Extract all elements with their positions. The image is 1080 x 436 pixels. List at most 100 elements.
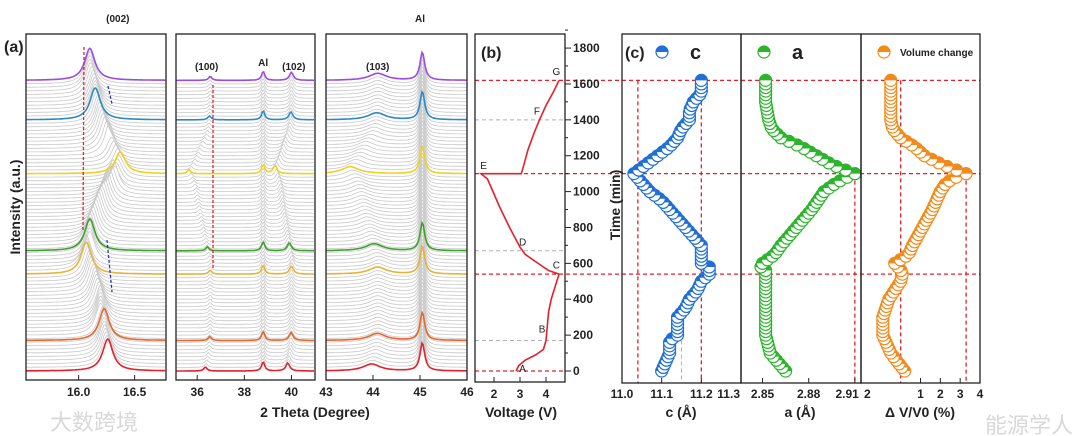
xrd-gray-trace bbox=[176, 279, 314, 289]
xrd-gray-trace bbox=[26, 266, 166, 300]
xrd-x-tick-label: 45 bbox=[413, 385, 427, 399]
xrd-gray-trace bbox=[326, 108, 467, 138]
xrd-gray-trace bbox=[326, 216, 467, 246]
time-tick-label: 1800 bbox=[573, 41, 600, 55]
xrd-gray-trace bbox=[326, 205, 467, 235]
xrd-gray-trace bbox=[176, 117, 314, 128]
xrd-gray-trace bbox=[26, 101, 166, 135]
xrd-gray-trace bbox=[26, 173, 166, 207]
xrd-gray-trace bbox=[176, 318, 314, 329]
xrd-gray-trace bbox=[176, 149, 314, 160]
xrd-gray-trace bbox=[176, 354, 314, 365]
xrd-gray-trace bbox=[326, 284, 467, 314]
xrd-highlight-trace bbox=[26, 87, 166, 121]
xrd-gray-trace bbox=[26, 123, 166, 156]
xrd-gray-trace bbox=[176, 193, 314, 203]
voltage-frame bbox=[474, 33, 566, 383]
xrd-gray-trace bbox=[26, 295, 166, 329]
xrd-gray-trace bbox=[176, 333, 314, 343]
peak-annotation: (103) bbox=[366, 62, 389, 73]
voltage-x-axis-label: Voltage (V) bbox=[485, 404, 557, 420]
xrd-gray-trace bbox=[326, 313, 467, 343]
xrd-highlight-trace bbox=[176, 361, 314, 372]
xrd-gray-trace bbox=[176, 322, 314, 332]
xrd-gray-trace bbox=[326, 338, 467, 368]
xrd-gray-trace bbox=[326, 169, 467, 199]
xrd-gray-trace bbox=[326, 220, 467, 250]
xrd-gray-trace bbox=[326, 212, 467, 242]
xrd-gray-trace bbox=[326, 101, 467, 131]
xrd-x-tick-label: 43 bbox=[319, 385, 333, 399]
a-x-tick-label: 2.88 bbox=[797, 387, 821, 401]
time-tick-label: 1400 bbox=[573, 113, 600, 127]
xrd-gray-trace bbox=[26, 284, 166, 318]
c-x-tick-label: 11.0 bbox=[611, 387, 634, 401]
xrd-gray-trace bbox=[326, 105, 467, 135]
xrd-gray-trace bbox=[176, 268, 314, 279]
xrd-gray-trace bbox=[176, 124, 314, 135]
xrd-gray-trace bbox=[176, 228, 314, 239]
xrd-gray-trace bbox=[326, 126, 467, 156]
xrd-gray-trace bbox=[26, 316, 166, 350]
xrd-highlight-trace bbox=[326, 244, 467, 275]
time-tick-label: 1200 bbox=[573, 149, 600, 163]
xrd-gray-trace bbox=[26, 62, 166, 95]
xrd-highlight-trace bbox=[26, 217, 166, 252]
xrd-gray-trace bbox=[26, 58, 166, 92]
xrd-gray-trace bbox=[326, 94, 467, 124]
xrd-gray-trace bbox=[26, 306, 166, 339]
xrd-gray-trace bbox=[26, 94, 166, 128]
voltage-x-tick-label: 2 bbox=[491, 387, 498, 401]
xrd-gray-trace bbox=[26, 51, 166, 85]
xrd-gray-trace bbox=[26, 335, 166, 368]
xrd-x-tick-label: 16.5 bbox=[123, 385, 147, 399]
peak-annotation: (102) bbox=[282, 62, 305, 73]
xrd-gray-trace bbox=[176, 236, 314, 246]
xrd-gray-trace bbox=[26, 320, 166, 354]
time-tick-label: 1000 bbox=[573, 185, 600, 199]
c-x-tick-label: 11.1 bbox=[650, 387, 673, 401]
xrd-highlight-trace bbox=[326, 143, 467, 175]
peak-annotation: Al bbox=[415, 14, 425, 25]
xrd-gray-trace bbox=[176, 92, 314, 103]
xrd-gray-trace bbox=[176, 350, 314, 361]
xrd-gray-trace bbox=[26, 291, 166, 325]
xrd-gray-trace bbox=[26, 158, 166, 182]
xrd-gray-trace bbox=[26, 288, 166, 321]
xrd-gray-trace bbox=[26, 202, 166, 235]
voltage-x-tick-label: 3 bbox=[517, 387, 524, 401]
peak-annotation: Al bbox=[258, 58, 268, 69]
xrd-gray-trace bbox=[326, 87, 467, 117]
xrd-gray-trace bbox=[326, 80, 467, 110]
xrd-gray-trace bbox=[326, 288, 467, 318]
xrd-highlight-trace bbox=[176, 240, 314, 252]
xrd-gray-trace bbox=[176, 218, 314, 228]
state-point-label: C bbox=[553, 261, 560, 272]
xrd-highlight-trace bbox=[176, 70, 314, 82]
xrd-gray-trace bbox=[326, 198, 467, 228]
xrd-gray-trace bbox=[26, 119, 166, 153]
xrd-gray-trace bbox=[26, 256, 166, 289]
time-tick-label: 200 bbox=[573, 328, 593, 342]
xrd-gray-trace bbox=[326, 331, 467, 361]
xrd-gray-trace bbox=[326, 273, 467, 303]
xrd-gray-trace bbox=[26, 90, 166, 124]
xrd-gray-trace bbox=[26, 209, 166, 242]
xrd-gray-trace bbox=[326, 209, 467, 239]
volume-legend-label: Volume change bbox=[900, 48, 974, 59]
time-tick-label: 600 bbox=[573, 256, 593, 270]
time-axis-label: Time (min) bbox=[607, 170, 623, 241]
panel-label-c: (c) bbox=[625, 45, 645, 62]
xrd-gray-trace bbox=[176, 103, 314, 113]
xrd-gray-trace bbox=[176, 343, 314, 354]
xrd-gray-trace bbox=[176, 178, 314, 189]
xrd-gray-trace bbox=[26, 80, 166, 113]
xrd-gray-trace bbox=[176, 114, 314, 124]
c-legend-marker-fill bbox=[656, 46, 668, 52]
xrd-gray-trace bbox=[326, 184, 467, 214]
xrd-gray-trace bbox=[26, 338, 166, 372]
xrd-gray-trace bbox=[176, 121, 314, 131]
xrd-x-tick-label: 40 bbox=[285, 385, 299, 399]
xrd-gray-trace bbox=[326, 320, 467, 350]
